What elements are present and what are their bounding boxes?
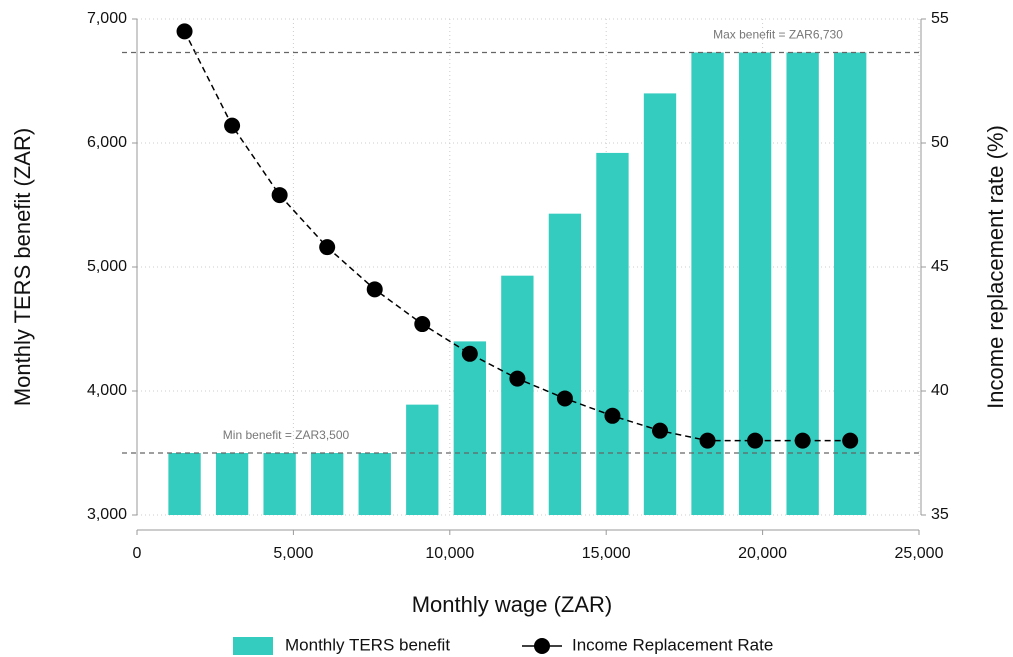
point	[414, 316, 431, 333]
bar	[596, 152, 629, 516]
point	[652, 422, 669, 439]
y-tick-label: 4,000	[87, 382, 127, 399]
y-tick-label: 6,000	[87, 134, 127, 151]
bar	[643, 93, 677, 516]
reference-label: Max benefit = ZAR6,730	[713, 28, 843, 42]
point	[224, 117, 241, 134]
x-tick-label: 5,000	[273, 545, 313, 562]
reference-label: Min benefit = ZAR3,500	[223, 428, 350, 442]
x-tick-label: 15,000	[582, 545, 631, 562]
y2-tick-label: 50	[931, 134, 949, 151]
x-tick-label: 25,000	[895, 545, 944, 562]
bar	[263, 453, 296, 515]
point	[604, 407, 621, 424]
y-tick-label: 3,000	[87, 506, 127, 523]
y-axis-label: Monthly TERS benefit (ZAR)	[10, 128, 35, 406]
bar	[548, 213, 582, 515]
y-tick-label: 7,000	[87, 10, 127, 27]
x-tick-label: 10,000	[425, 545, 474, 562]
x-tick-label: 20,000	[738, 545, 787, 562]
y2-tick-label: 55	[931, 10, 949, 27]
bar	[168, 453, 201, 515]
point	[747, 432, 764, 449]
y2-axis-label: Income replacement rate (%)	[983, 125, 1008, 409]
point	[461, 345, 478, 362]
bar	[215, 453, 249, 515]
legend-swatch	[233, 637, 273, 655]
legend-label: Monthly TERS benefit	[285, 635, 450, 654]
x-tick-label: 0	[133, 545, 142, 562]
point	[556, 390, 573, 407]
point	[176, 23, 193, 40]
x-axis-label: Monthly wage (ZAR)	[412, 592, 613, 617]
point	[842, 432, 859, 449]
point	[319, 239, 336, 256]
bar	[311, 453, 344, 515]
point	[794, 432, 811, 449]
y2-tick-label: 40	[931, 382, 949, 399]
bar	[501, 275, 534, 515]
legend-label: Income Replacement Rate	[572, 635, 773, 654]
bar	[358, 453, 391, 515]
point	[366, 281, 383, 298]
point	[271, 187, 288, 204]
y2-tick-label: 35	[931, 506, 949, 523]
bar	[406, 404, 439, 515]
y-tick-label: 5,000	[87, 258, 127, 275]
point	[509, 370, 526, 387]
legend-marker	[534, 638, 550, 654]
point	[699, 432, 716, 449]
bar	[453, 341, 486, 515]
y2-tick-label: 45	[931, 258, 949, 275]
